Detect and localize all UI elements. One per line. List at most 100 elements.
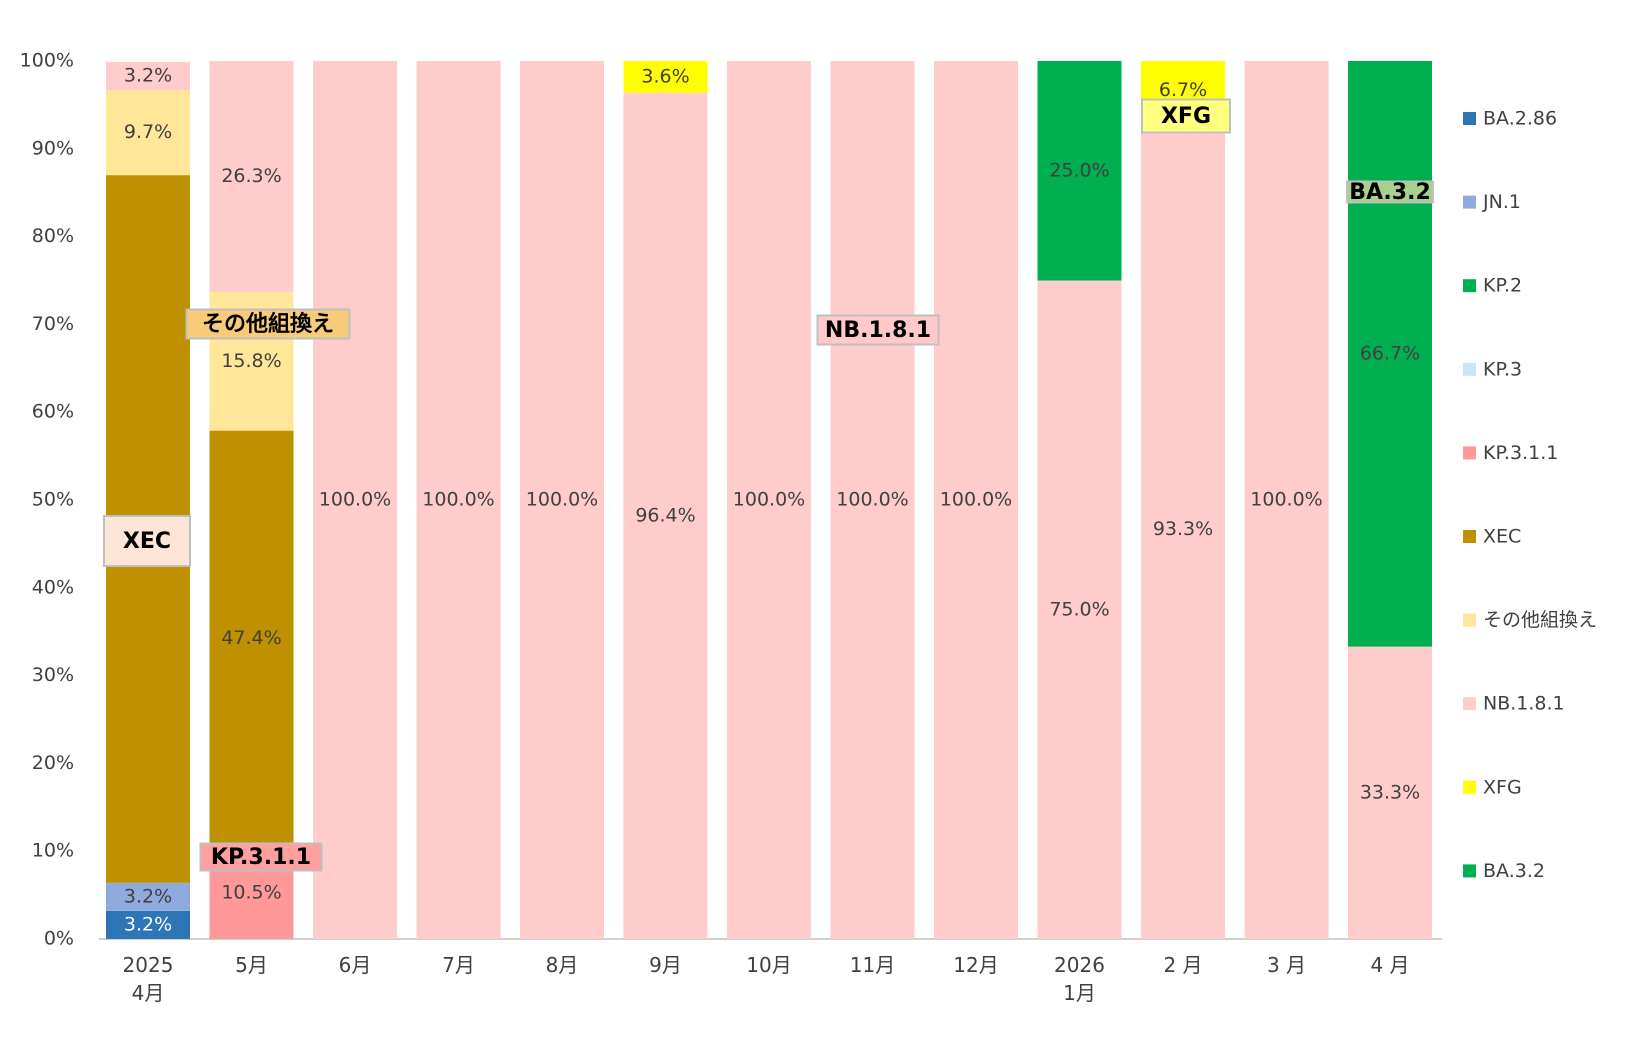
bar-segment bbox=[623, 61, 708, 93]
data-label: 26.3% bbox=[221, 165, 281, 187]
legend-swatch bbox=[1463, 446, 1476, 460]
bar-segment bbox=[106, 89, 190, 176]
x-tick-label: 3 月 bbox=[1266, 953, 1307, 977]
legend-swatch bbox=[1463, 697, 1476, 711]
bar-segment bbox=[727, 61, 811, 939]
bar-segment bbox=[106, 61, 190, 90]
y-tick-label: 60% bbox=[32, 401, 74, 423]
legend-label: KP.3.1.1 bbox=[1483, 442, 1558, 464]
x-tick-label: 7月 bbox=[442, 953, 475, 977]
legend-swatch bbox=[1463, 530, 1476, 543]
annotation: NB.1.8.1 bbox=[825, 318, 931, 343]
y-tick-label: 40% bbox=[32, 576, 74, 598]
annotation-box bbox=[1141, 98, 1231, 134]
legend-swatch bbox=[1463, 613, 1476, 627]
annotation-box bbox=[103, 515, 191, 567]
legend-swatch bbox=[1463, 864, 1476, 878]
legend-swatch bbox=[1463, 279, 1476, 293]
bar-segment bbox=[520, 61, 604, 939]
bar-segment bbox=[934, 61, 1018, 939]
annotation-box bbox=[1346, 180, 1434, 204]
x-tick-label: 6月 bbox=[338, 953, 372, 977]
y-tick-label: 90% bbox=[32, 137, 74, 159]
bar-segment bbox=[1348, 61, 1432, 647]
legend-label: その他組換え bbox=[1483, 609, 1597, 631]
annotation-box bbox=[185, 308, 351, 340]
bar-segment bbox=[1141, 119, 1225, 940]
x-tick-label: 12月 bbox=[953, 953, 999, 977]
legend-swatch bbox=[1463, 780, 1476, 794]
legend-label: XEC bbox=[1483, 526, 1521, 548]
data-label: 100.0% bbox=[319, 489, 391, 511]
bar-segment bbox=[209, 61, 294, 292]
data-label: 3.2% bbox=[124, 885, 172, 907]
x-tick-label: 10月 bbox=[746, 953, 792, 977]
bar-segment bbox=[209, 430, 294, 847]
legend-swatch bbox=[1463, 112, 1476, 125]
data-label: 100.0% bbox=[940, 489, 1012, 511]
x-tick-label: 11月 bbox=[849, 953, 896, 977]
data-label: 9.7% bbox=[124, 121, 172, 143]
legend-label: BA.2.86 bbox=[1483, 108, 1557, 130]
x-tick-label: 4 月 bbox=[1370, 953, 1410, 977]
bar-segment bbox=[106, 910, 190, 939]
data-label: 3.2% bbox=[124, 64, 172, 86]
x-tick-label: 2026 1月 bbox=[1054, 953, 1105, 1005]
legend-label: JN.1 bbox=[1482, 191, 1521, 213]
bar-segment bbox=[313, 61, 397, 939]
y-tick-label: 0% bbox=[44, 928, 74, 950]
bar-segment bbox=[623, 92, 708, 939]
data-label: 6.7% bbox=[1159, 79, 1207, 101]
annotation: その他組換え bbox=[202, 311, 334, 337]
data-label: 100.0% bbox=[1250, 489, 1322, 511]
data-label: 100.0% bbox=[733, 489, 805, 511]
annotation: XFG bbox=[1161, 104, 1211, 129]
data-label: 100.0% bbox=[422, 489, 494, 511]
bar-segment bbox=[416, 61, 501, 939]
data-label: 66.7% bbox=[1360, 342, 1420, 364]
bar-segment bbox=[1348, 646, 1432, 939]
annotation: BA.3.2 bbox=[1349, 180, 1431, 205]
legend-label: NB.1.8.1 bbox=[1483, 693, 1565, 715]
data-label: 15.8% bbox=[221, 350, 281, 372]
data-label: 3.2% bbox=[124, 913, 172, 935]
bar-segment bbox=[830, 61, 915, 939]
bar-segment bbox=[106, 882, 190, 911]
legend-label: KP.3 bbox=[1483, 358, 1522, 380]
data-label: 10.5% bbox=[221, 881, 281, 903]
annotation-box bbox=[816, 314, 940, 346]
x-tick-label: 9月 bbox=[649, 953, 682, 977]
y-tick-label: 70% bbox=[32, 313, 74, 335]
x-tick-label: 2 月 bbox=[1163, 953, 1203, 977]
data-label: 96.4% bbox=[635, 504, 695, 526]
data-label: 100.0% bbox=[526, 489, 598, 511]
legend-label: KP.2 bbox=[1483, 275, 1522, 297]
data-label: 100.0% bbox=[836, 489, 908, 511]
data-label: 3.6% bbox=[641, 65, 689, 87]
data-label: 93.3% bbox=[1153, 518, 1213, 540]
y-tick-label: 50% bbox=[32, 489, 74, 511]
legend-swatch bbox=[1463, 362, 1476, 376]
annotation: XEC bbox=[123, 529, 171, 554]
bar-segment bbox=[1037, 61, 1122, 281]
legend-label: BA.3.2 bbox=[1483, 860, 1545, 882]
y-tick-label: 20% bbox=[32, 752, 74, 774]
legend-label: XFG bbox=[1483, 776, 1522, 798]
annotation: KP.3.1.1 bbox=[211, 845, 311, 870]
x-tick-label: 2025 4月 bbox=[122, 953, 174, 1005]
data-label: 33.3% bbox=[1360, 781, 1420, 803]
y-tick-label: 80% bbox=[32, 225, 74, 247]
bar-segment bbox=[1037, 280, 1122, 939]
bar-segment bbox=[1244, 61, 1329, 939]
y-tick-label: 100% bbox=[20, 50, 74, 72]
x-tick-label: 8月 bbox=[545, 953, 579, 977]
y-tick-label: 30% bbox=[32, 664, 74, 686]
data-label: 47.4% bbox=[221, 627, 281, 649]
y-tick-label: 10% bbox=[32, 840, 74, 862]
x-tick-label: 5月 bbox=[235, 953, 268, 977]
annotation-box bbox=[199, 842, 323, 872]
data-label: 25.0% bbox=[1049, 159, 1109, 181]
data-label: 75.0% bbox=[1049, 598, 1109, 620]
